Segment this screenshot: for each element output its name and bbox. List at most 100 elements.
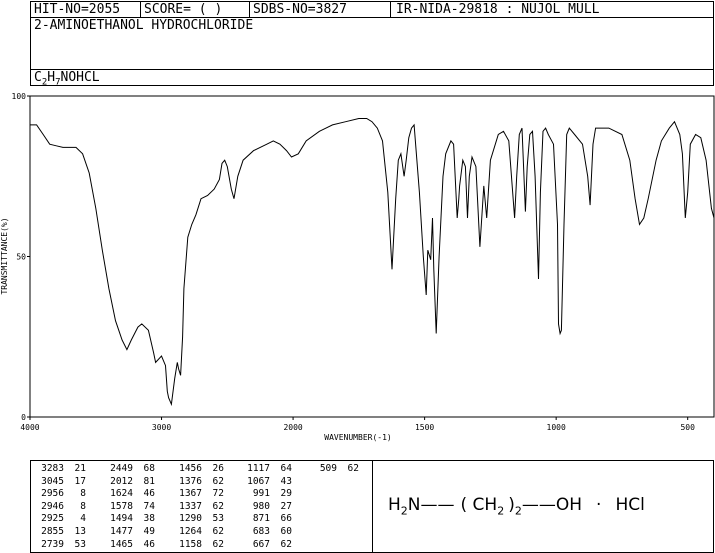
peak-transmittance: 46 — [143, 488, 155, 500]
peak-transmittance: 46 — [143, 538, 155, 550]
peak-wavenumber: 991 — [252, 488, 270, 500]
peak-wavenumber: 1117 — [247, 463, 270, 474]
peak-row: 3283 21 — [34, 463, 86, 476]
peak-column: 3283 21 3045 17 2956 8 2946 8 2925 4 2855 13 2739 53 — [34, 463, 86, 551]
peak-row: 2946 8 — [34, 501, 86, 514]
header-frame — [30, 1, 714, 86]
compound-name: 2-AMINOETHANOL HYDROCHLORIDE — [34, 18, 254, 33]
peak-row: 2855 13 — [34, 526, 86, 539]
peak-row: 1337 62 — [172, 501, 224, 514]
peak-row: 871 66 — [240, 513, 292, 526]
peak-transmittance: 13 — [74, 525, 86, 537]
peak-row: 683 60 — [240, 526, 292, 539]
peak-wavenumber: 667 — [252, 538, 270, 550]
peak-row: 1117 64 — [240, 463, 292, 476]
peak-column: 1117 64 1067 43 991 29 980 27 871 66 683 60 667 62 — [240, 463, 292, 551]
peak-row: 1456 26 — [172, 463, 224, 476]
peak-row: 980 27 — [240, 501, 292, 514]
peak-row: 1465 46 — [103, 539, 155, 552]
peak-wavenumber: 1477 — [110, 525, 133, 537]
peak-wavenumber: 1578 — [110, 500, 133, 512]
peak-transmittance: 62 — [212, 500, 224, 512]
peak-transmittance: 72 — [212, 488, 224, 500]
peak-transmittance: 53 — [74, 538, 86, 550]
peak-wavenumber: 1337 — [179, 500, 202, 512]
peak-row: 3045 17 — [34, 476, 86, 489]
peak-row: 1367 72 — [172, 488, 224, 501]
ir-nida-info: IR-NIDA-29818 : NUJOL MULL — [396, 2, 600, 17]
peak-transmittance: 66 — [280, 513, 292, 525]
peak-row: 1624 46 — [103, 488, 155, 501]
peak-row: 1264 62 — [172, 526, 224, 539]
peak-transmittance: 21 — [74, 463, 86, 474]
peak-transmittance: 53 — [212, 513, 224, 525]
peak-transmittance: 81 — [143, 475, 155, 487]
peak-wavenumber: 1624 — [110, 488, 133, 500]
peak-transmittance: 64 — [280, 463, 292, 474]
peak-transmittance: 62 — [212, 525, 224, 537]
peak-column: 1456 26 1376 62 1367 72 1337 62 1290 53 1264 62 1158… — [172, 463, 224, 551]
x-tick-label: 1500 — [415, 423, 434, 432]
molecular-formula: C2H7NOHCL — [34, 70, 100, 88]
peak-transmittance: 49 — [143, 525, 155, 537]
ir-spectrum-chart: 0 50 100 4000 3000 2000 1500 1000 500 TRANSMITT… — [0, 92, 715, 442]
peak-wavenumber: 1290 — [179, 513, 202, 525]
peak-transmittance: 74 — [143, 500, 155, 512]
peak-wavenumber: 1376 — [179, 475, 202, 487]
peak-wavenumber: 1158 — [179, 538, 202, 550]
peak-wavenumber: 1067 — [247, 475, 270, 487]
score: SCORE= ( ) — [144, 2, 223, 17]
peak-transmittance: 62 — [212, 475, 224, 487]
x-axis-label: WAVENUMBER(-1) — [324, 433, 391, 442]
peak-column: 509 62 — [307, 463, 359, 476]
peak-wavenumber: 2449 — [110, 463, 133, 474]
peak-wavenumber: 2956 — [41, 488, 64, 500]
peak-row: 1158 62 — [172, 539, 224, 552]
peak-column: 2449 68 2012 81 1624 46 1578 74 1494 38 1477 49 1465… — [103, 463, 155, 551]
peak-wavenumber: 3045 — [41, 475, 64, 487]
peak-row: 1067 43 — [240, 476, 292, 489]
x-tick-label: 500 — [680, 423, 695, 432]
peak-wavenumber: 1264 — [179, 525, 202, 537]
peak-row: 2012 81 — [103, 476, 155, 489]
peak-transmittance: 4 — [80, 513, 86, 525]
peak-row: 1494 38 — [103, 513, 155, 526]
peak-transmittance: 8 — [80, 500, 86, 512]
peak-transmittance: 43 — [280, 475, 292, 487]
x-tick-label: 2000 — [283, 423, 302, 432]
y-axis-label: TRANSMITTANCE(%) — [0, 217, 9, 294]
spectrum-line — [30, 118, 715, 407]
peak-row: 1578 74 — [103, 501, 155, 514]
plot-frame — [29, 95, 715, 418]
peak-wavenumber: 683 — [252, 525, 270, 537]
x-tick-label: 1000 — [547, 423, 566, 432]
y-tick-label: 0 — [21, 413, 26, 422]
peak-wavenumber: 980 — [252, 500, 270, 512]
peak-wavenumber: 509 — [319, 463, 337, 474]
peak-wavenumber: 1367 — [179, 488, 202, 500]
peak-row: 991 29 — [240, 488, 292, 501]
peak-row: 1477 49 — [103, 526, 155, 539]
peak-wavenumber: 2012 — [110, 475, 133, 487]
peak-wavenumber: 2925 — [41, 513, 64, 525]
x-tick-label: 3000 — [152, 423, 171, 432]
peak-transmittance: 27 — [280, 500, 292, 512]
peak-transmittance: 62 — [212, 538, 224, 550]
peak-row: 509 62 — [307, 463, 359, 476]
peak-row: 1290 53 — [172, 513, 224, 526]
peak-wavenumber: 1494 — [110, 513, 133, 525]
sdbs-number: SDBS-NO=3827 — [253, 2, 347, 17]
peak-transmittance: 60 — [280, 525, 292, 537]
peak-row: 1376 62 — [172, 476, 224, 489]
peak-wavenumber: 1465 — [110, 538, 133, 550]
peak-transmittance: 38 — [143, 513, 155, 525]
peak-transmittance: 17 — [74, 475, 86, 487]
peak-wavenumber: 3283 — [41, 463, 64, 474]
y-tick-label: 100 — [12, 92, 27, 101]
peak-transmittance: 29 — [280, 488, 292, 500]
structure-formula: H2N——( CH2)2——OH · HCl — [388, 495, 645, 518]
peak-transmittance: 62 — [280, 538, 292, 550]
peak-transmittance: 68 — [143, 463, 155, 474]
peak-row: 2449 68 — [103, 463, 155, 476]
x-tick-label: 4000 — [20, 423, 39, 432]
